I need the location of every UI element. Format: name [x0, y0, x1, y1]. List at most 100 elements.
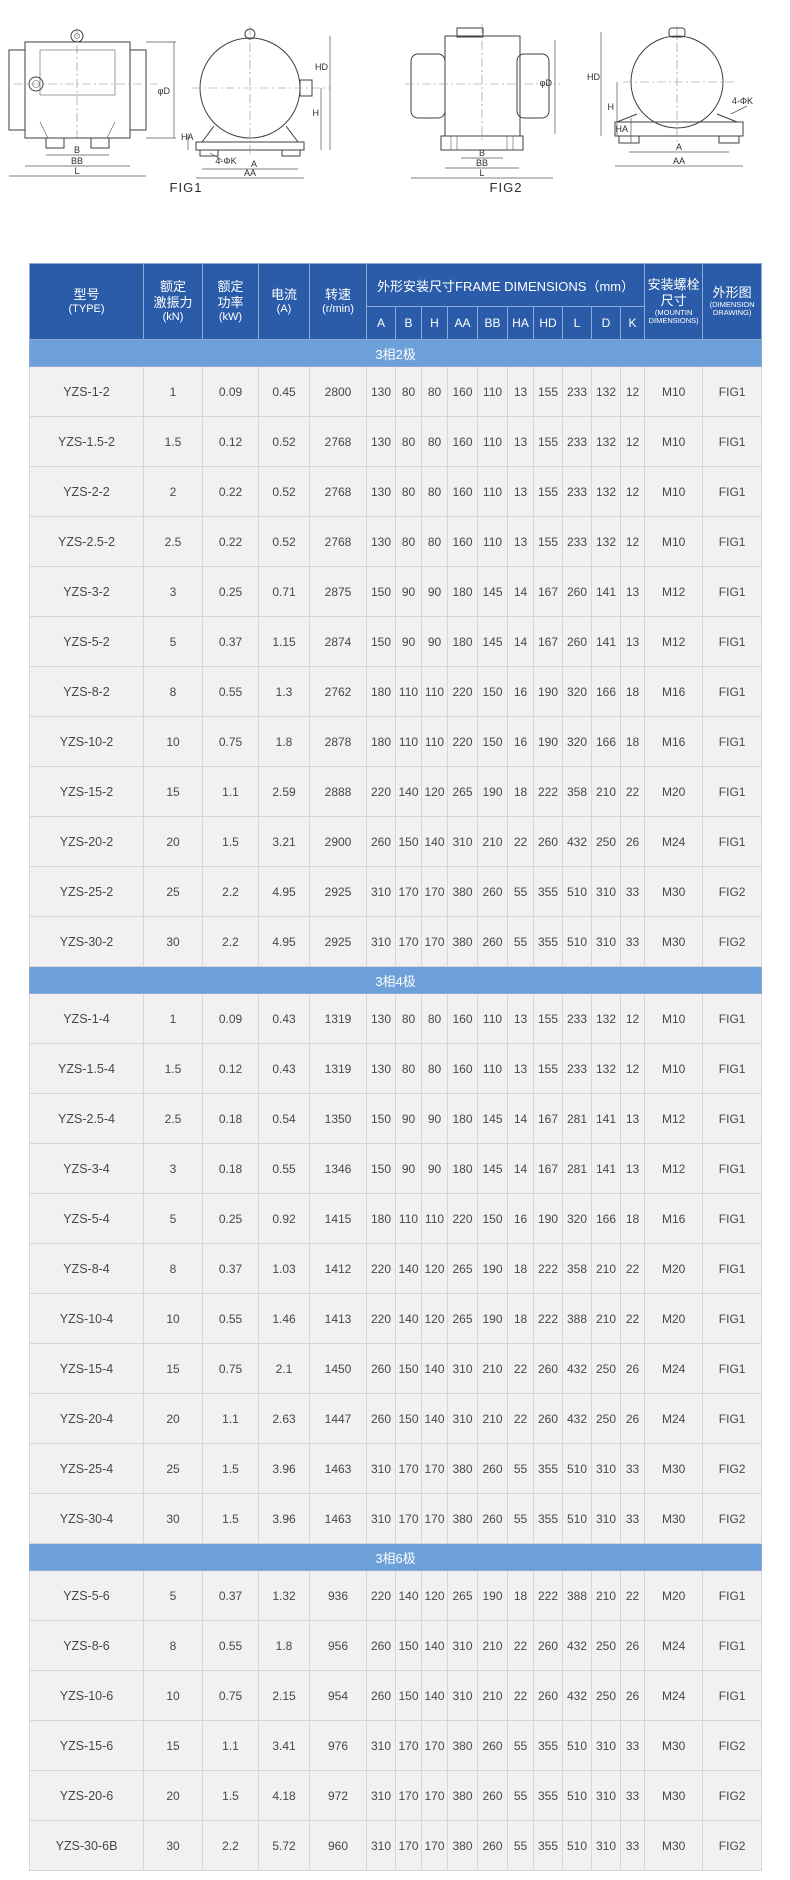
spec-cell: 0.43: [258, 993, 310, 1044]
spec-cell: 55: [507, 1720, 534, 1771]
spec-cell: 0.55: [202, 1620, 259, 1671]
spec-cell: FIG2: [702, 1443, 763, 1494]
spec-cell: 310: [591, 1820, 621, 1871]
model-cell: YZS-15-4: [29, 1343, 144, 1394]
spec-cell: 310: [366, 866, 396, 917]
spec-cell: 8: [143, 1243, 203, 1294]
spec-cell: 150: [395, 1620, 422, 1671]
col-header-force: 额定 激振力 (kN): [143, 263, 203, 340]
spec-cell: 18: [507, 1243, 534, 1294]
spec-cell: 260: [366, 1393, 396, 1444]
spec-cell: 355: [533, 1720, 563, 1771]
model-cell: YZS-5-4: [29, 1193, 144, 1244]
spec-cell: 130: [366, 516, 396, 567]
spec-cell: 222: [533, 1570, 563, 1621]
spec-cell: 2878: [309, 716, 367, 767]
spec-cell: 0.18: [202, 1143, 259, 1194]
spec-cell: 10: [143, 1670, 203, 1721]
spec-cell: 1.5: [202, 1443, 259, 1494]
spec-cell: 120: [421, 766, 448, 817]
spec-cell: 1319: [309, 993, 367, 1044]
spec-cell: 0.92: [258, 1193, 310, 1244]
table-row: YZS-3-4 3 0.18 0.55 1346 150 90 90 180 145 14 167 28…: [29, 1143, 763, 1194]
spec-cell: 260: [562, 566, 592, 617]
table-row: YZS-15-6 15 1.1 3.41 976 310 170 170 380 260 55 355…: [29, 1720, 763, 1771]
technical-drawings: B BB L φD: [0, 0, 790, 215]
spec-cell: M16: [644, 666, 704, 717]
spec-cell: 150: [366, 1093, 396, 1144]
dim-label-phi-d: φD: [158, 86, 171, 96]
spec-cell: 120: [421, 1243, 448, 1294]
spec-cell: 510: [562, 1720, 592, 1771]
spec-cell: 141: [591, 1143, 621, 1194]
spec-cell: 141: [591, 566, 621, 617]
spec-cell: 510: [562, 1770, 592, 1821]
spec-cell: 1.1: [202, 766, 259, 817]
spec-cell: 355: [533, 1770, 563, 1821]
spec-cell: 130: [366, 366, 396, 417]
model-cell: YZS-8-6: [29, 1620, 144, 1671]
spec-cell: 1447: [309, 1393, 367, 1444]
spec-cell: 140: [421, 1393, 448, 1444]
spec-cell: 12: [619, 416, 646, 467]
spec-cell: 510: [562, 1820, 592, 1871]
spec-cell: 954: [309, 1670, 367, 1721]
spec-cell: 14: [507, 1143, 534, 1194]
spec-cell: 1.5: [202, 816, 259, 867]
spec-cell: 110: [421, 1193, 448, 1244]
spec-cell: 140: [421, 1620, 448, 1671]
spec-cell: 160: [447, 466, 478, 517]
spec-cell: 310: [591, 1720, 621, 1771]
spec-cell: 16: [507, 716, 534, 767]
spec-cell: 0.18: [202, 1093, 259, 1144]
spec-cell: 18: [619, 716, 646, 767]
section-title: 3相2极: [28, 339, 763, 367]
model-cell: YZS-1-2: [29, 366, 144, 417]
spec-cell: FIG1: [702, 1093, 763, 1144]
sub-col-l: L: [562, 306, 592, 340]
spec-cell: 220: [447, 1193, 478, 1244]
spec-cell: FIG1: [702, 366, 763, 417]
fig1-side-view-drawing: B BB L φD: [8, 28, 176, 177]
spec-cell: 140: [395, 1570, 422, 1621]
spec-cell: 0.12: [202, 416, 259, 467]
spec-cell: 20: [143, 1393, 203, 1444]
spec-cell: 26: [619, 1620, 646, 1671]
col-header-speed: 转速 (r/min): [309, 263, 367, 340]
dim-label-hd: HD: [587, 72, 600, 82]
motor-outline: [405, 24, 560, 151]
table-row: YZS-15-4 15 0.75 2.1 1450 260 150 140 310 210 22 26…: [29, 1343, 763, 1394]
spec-cell: 1.46: [258, 1293, 310, 1344]
spec-cell: 233: [562, 993, 592, 1044]
model-cell: YZS-3-4: [29, 1143, 144, 1194]
spec-cell: 1: [143, 366, 203, 417]
spec-cell: 15: [143, 1343, 203, 1394]
spec-cell: 155: [533, 516, 563, 567]
spec-cell: 0.71: [258, 566, 310, 617]
spec-cell: 14: [507, 1093, 534, 1144]
spec-cell: 222: [533, 766, 563, 817]
spec-cell: 180: [366, 666, 396, 717]
dimension-lines: [9, 41, 176, 177]
table-row: YZS-20-2 20 1.5 3.21 2900 260 150 140 310 210 22 26…: [29, 816, 763, 867]
spec-cell: 380: [447, 1720, 478, 1771]
spec-cell: 13: [507, 1043, 534, 1094]
spec-cell: 150: [395, 1393, 422, 1444]
sub-col-d: D: [591, 306, 621, 340]
spec-cell: 355: [533, 1443, 563, 1494]
spec-cell: 1463: [309, 1493, 367, 1544]
spec-cell: 110: [477, 516, 508, 567]
spec-cell: 388: [562, 1570, 592, 1621]
spec-cell: 0.37: [202, 616, 259, 667]
spec-cell: 320: [562, 666, 592, 717]
spec-cell: 190: [477, 1293, 508, 1344]
spec-cell: 3.21: [258, 816, 310, 867]
spec-cell: 150: [366, 616, 396, 667]
spec-cell: 1350: [309, 1093, 367, 1144]
spec-cell: 80: [395, 516, 422, 567]
spec-cell: 1.5: [202, 1493, 259, 1544]
spec-cell: 380: [447, 1443, 478, 1494]
spec-cell: 170: [421, 1720, 448, 1771]
dim-label-b: B: [74, 145, 80, 155]
model-cell: YZS-30-6B: [29, 1820, 144, 1871]
